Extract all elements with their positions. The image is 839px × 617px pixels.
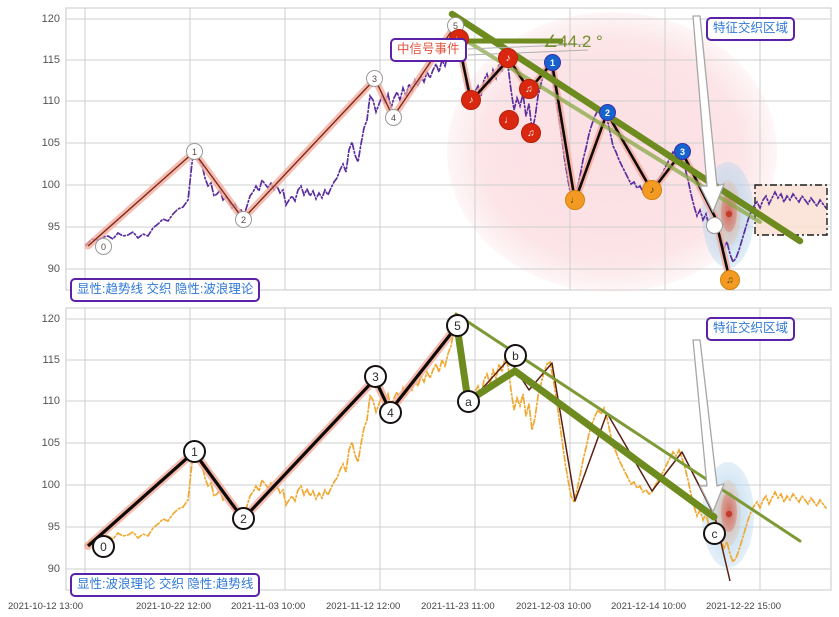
top-signal-marker-red-6[interactable]: ♫: [521, 123, 541, 143]
signal-pointer-arrow-bottom: [692, 339, 725, 513]
top-signal-marker-red-5[interactable]: ♩: [499, 110, 519, 130]
highlight-rectangle-top: [754, 184, 828, 236]
top-ytick-115: 115: [42, 54, 60, 66]
top-signal-marker-red-3[interactable]: ♪: [498, 48, 518, 68]
top-angle-label: ∠44.2 °: [543, 32, 603, 51]
corrective-wave-green-bottom: [453, 322, 718, 521]
xtick-1: 2021-10-22 12:00: [136, 601, 212, 612]
convergence-center-dot-top: [725, 210, 733, 218]
top-legend-tag: 显性:趋势线 交织 隐性:波浪理论: [70, 278, 261, 302]
bottom-ytick-90: 90: [47, 563, 60, 575]
panel-bottom: 120 115 110 105 100 95 90 0 1 2 3 4 5 a …: [0, 300, 839, 617]
bottom-wave-marker-b: b: [504, 344, 527, 367]
top-signal-marker-blue-2[interactable]: 2: [599, 104, 616, 121]
top-signal-marker-blue-3[interactable]: 3: [674, 143, 691, 160]
xtick-6: 2021-12-14 10:00: [611, 601, 687, 612]
top-signal-marker-orange-1[interactable]: ♩: [565, 190, 585, 210]
top-ytick-120: 120: [41, 13, 60, 25]
top-signal-marker-red-4[interactable]: ♫: [519, 79, 539, 99]
wave-skeleton-top: [87, 25, 456, 247]
top-wave-marker-c: [706, 217, 723, 234]
top-ytick-110: 110: [42, 95, 60, 107]
top-ytick-100: 100: [41, 179, 60, 191]
xtick-2: 2021-11-03 10:00: [231, 601, 306, 612]
top-ytick-105: 105: [41, 137, 60, 149]
top-ytick-95: 95: [47, 221, 60, 233]
bottom-ytick-115: 115: [42, 354, 60, 366]
xtick-4: 2021-11-23 11:00: [421, 601, 495, 612]
top-wave-marker-1: 1: [186, 143, 203, 160]
top-event-tag: 中信号事件: [390, 38, 467, 62]
top-wave-marker-0: 0: [95, 238, 112, 255]
xtick-5: 2021-12-03 10:00: [516, 601, 592, 612]
panel-top: 120 115 110 105 100 95 90 0 1 2 3 4 5 ♩ …: [0, 0, 839, 302]
bottom-ytick-95: 95: [47, 521, 60, 533]
xtick-7: 2021-12-22 15:00: [706, 601, 782, 612]
bottom-wave-marker-c: c: [703, 522, 726, 545]
bottom-ytick-100: 100: [41, 479, 60, 491]
signal-pointer-arrow-top: [692, 15, 725, 213]
bottom-wave-marker-1: 1: [183, 440, 206, 463]
bottom-ytick-120: 120: [41, 313, 60, 325]
convergence-center-dot-bottom: [725, 510, 733, 518]
bottom-region-tag: 特征交织区域: [706, 317, 796, 341]
top-signal-marker-blue-1[interactable]: 1: [544, 54, 561, 71]
top-wave-marker-2: 2: [235, 211, 252, 228]
bottom-legend-tag: 显性:波浪理论 交织 隐性:趋势线: [70, 573, 261, 597]
bottom-wave-marker-4: 4: [379, 401, 402, 424]
top-wave-marker-3: 3: [366, 70, 383, 87]
angle-guide-line-a-top: [467, 43, 589, 50]
angle-guide-line-b-top: [467, 49, 589, 56]
bottom-wave-marker-2: 2: [232, 507, 255, 530]
wave-skeleton-bottom: [86, 325, 459, 548]
bottom-wave-marker-0: 0: [92, 535, 115, 558]
top-signal-marker-orange-3[interactable]: ♫: [720, 270, 740, 290]
zigzag-structure-bottom: [454, 329, 731, 582]
top-ytick-90: 90: [47, 263, 60, 275]
bottom-wave-marker-3: 3: [364, 365, 387, 388]
bottom-wave-marker-a: a: [457, 390, 480, 413]
top-region-tag: 特征交织区域: [706, 17, 796, 41]
xtick-0: 2021-10-12 13:00: [8, 601, 84, 612]
xtick-3: 2021-11-12 12:00: [326, 601, 401, 612]
top-wave-marker-4: 4: [385, 109, 402, 126]
bottom-ytick-110: 110: [42, 395, 60, 407]
price-line-purple-top: [85, 29, 827, 264]
top-signal-marker-red-2[interactable]: ♪: [461, 90, 481, 110]
top-gridlines-vertical: [84, 8, 761, 290]
bottom-wave-marker-5: 5: [446, 314, 469, 337]
bottom-panel-plot: [65, 307, 832, 591]
bottom-ytick-105: 105: [41, 437, 60, 449]
top-signal-marker-orange-2[interactable]: ♪: [642, 180, 662, 200]
